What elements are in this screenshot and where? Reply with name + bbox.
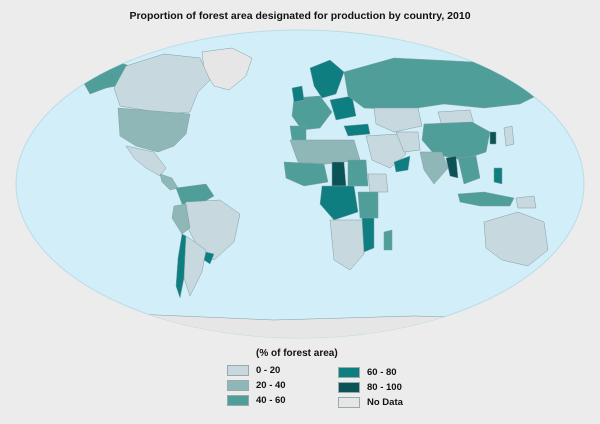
legend-swatch-20-40 bbox=[227, 379, 249, 391]
central-africa bbox=[319, 185, 359, 221]
korea bbox=[489, 131, 497, 145]
legend-label: 60 - 80 bbox=[367, 366, 397, 378]
peru bbox=[171, 203, 191, 235]
legend-swatch-0-20 bbox=[227, 364, 249, 376]
india bbox=[419, 151, 449, 185]
map-title: Proportion of forest area designated for… bbox=[129, 10, 471, 22]
world-map bbox=[15, 29, 585, 339]
southern-africa bbox=[329, 219, 365, 271]
legend-item-40-60: 40 - 60 bbox=[227, 394, 286, 406]
legend-swatch-80-100 bbox=[338, 381, 360, 393]
legend-label: No Data bbox=[367, 396, 403, 408]
legend-label: 80 - 100 bbox=[367, 381, 402, 393]
western-europe bbox=[291, 95, 333, 131]
legend-label: 20 - 40 bbox=[256, 379, 286, 391]
legend-title: (% of forest area) bbox=[256, 348, 338, 359]
papua bbox=[515, 195, 537, 209]
kazakhstan bbox=[373, 107, 423, 133]
myanmar bbox=[445, 155, 459, 179]
madagascar bbox=[383, 229, 393, 251]
usa bbox=[117, 107, 191, 153]
australia bbox=[483, 211, 549, 267]
west-africa bbox=[283, 161, 329, 187]
legend-item-0-20: 0 - 20 bbox=[227, 364, 280, 376]
eastern-europe bbox=[329, 95, 357, 121]
japan bbox=[503, 125, 515, 147]
legend-swatch-no-data bbox=[338, 396, 360, 408]
iberia bbox=[289, 125, 307, 141]
russia bbox=[343, 57, 545, 111]
southeast-asia bbox=[457, 155, 481, 185]
uk bbox=[291, 85, 305, 103]
legend-label: 0 - 20 bbox=[256, 364, 281, 376]
east-africa bbox=[357, 191, 379, 219]
legend-swatch-40-60 bbox=[227, 394, 249, 406]
argentina bbox=[183, 235, 207, 297]
legend-label: 40 - 60 bbox=[256, 394, 286, 406]
canada bbox=[113, 53, 211, 115]
uruguay bbox=[203, 251, 215, 265]
sahel-chad bbox=[331, 161, 347, 187]
colombia-venezuela bbox=[175, 183, 215, 205]
legend-item-20-40: 20 - 40 bbox=[227, 379, 286, 391]
scandinavia bbox=[309, 59, 345, 99]
legend-item-80-100: 80 - 100 bbox=[338, 381, 402, 393]
mexico bbox=[125, 145, 167, 177]
philippines bbox=[493, 167, 503, 185]
legend-item-no-data: No Data bbox=[338, 396, 403, 408]
sudan bbox=[347, 159, 369, 187]
central-america bbox=[159, 173, 179, 191]
legend-item-60-80: 60 - 80 bbox=[338, 366, 397, 378]
ethiopia bbox=[367, 173, 389, 193]
new-zealand bbox=[559, 257, 571, 281]
turkey bbox=[343, 123, 371, 137]
iran bbox=[395, 131, 421, 153]
indonesia bbox=[457, 191, 515, 207]
legend-swatch-60-80 bbox=[338, 366, 360, 378]
yemen-oman bbox=[393, 155, 411, 173]
